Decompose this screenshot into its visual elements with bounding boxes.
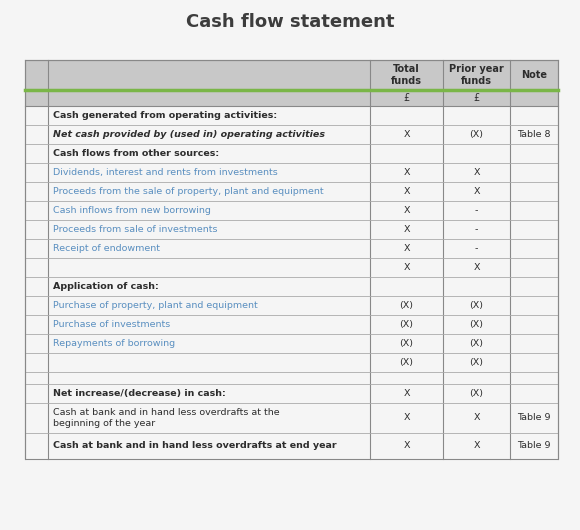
Text: (X): (X) xyxy=(400,339,414,348)
Bar xyxy=(25,60,558,459)
Bar xyxy=(25,90,558,106)
Text: Total
funds: Total funds xyxy=(391,64,422,86)
Text: Repayments of borrowing: Repayments of borrowing xyxy=(53,339,175,348)
Text: -: - xyxy=(475,244,478,253)
Text: Purchase of investments: Purchase of investments xyxy=(53,320,171,329)
Text: (X): (X) xyxy=(400,358,414,367)
Text: Note: Note xyxy=(521,70,547,80)
Text: X: X xyxy=(403,225,409,234)
Text: X: X xyxy=(473,263,480,272)
Text: Cash flows from other sources:: Cash flows from other sources: xyxy=(53,149,219,158)
Text: (X): (X) xyxy=(469,339,484,348)
Bar xyxy=(25,60,558,90)
Text: Proceeds from the sale of property, plant and equipment: Proceeds from the sale of property, plan… xyxy=(53,187,324,196)
Text: (X): (X) xyxy=(469,389,484,398)
Text: Table 8: Table 8 xyxy=(517,130,551,139)
Text: £: £ xyxy=(403,93,409,103)
Text: Table 9: Table 9 xyxy=(517,413,551,422)
Text: Net cash provided by (used in) operating activities: Net cash provided by (used in) operating… xyxy=(53,130,325,139)
Text: X: X xyxy=(403,244,409,253)
Text: Cash at bank and in hand less overdrafts at the
beginning of the year: Cash at bank and in hand less overdrafts… xyxy=(53,408,280,428)
Text: X: X xyxy=(403,389,409,398)
Text: -: - xyxy=(475,225,478,234)
Text: Cash inflows from new borrowing: Cash inflows from new borrowing xyxy=(53,206,211,215)
Text: X: X xyxy=(473,441,480,450)
Text: Cash flow statement: Cash flow statement xyxy=(186,13,394,31)
Text: Application of cash:: Application of cash: xyxy=(53,282,159,291)
Text: X: X xyxy=(403,168,409,177)
Text: (X): (X) xyxy=(469,358,484,367)
Text: (X): (X) xyxy=(469,301,484,310)
Text: -: - xyxy=(475,206,478,215)
Text: X: X xyxy=(473,413,480,422)
Text: Cash generated from operating activities:: Cash generated from operating activities… xyxy=(53,111,277,120)
Text: Net increase/(decrease) in cash:: Net increase/(decrease) in cash: xyxy=(53,389,226,398)
Text: Dividends, interest and rents from investments: Dividends, interest and rents from inves… xyxy=(53,168,278,177)
Text: (X): (X) xyxy=(400,320,414,329)
Text: Table 9: Table 9 xyxy=(517,441,551,450)
Text: (X): (X) xyxy=(469,130,484,139)
Text: X: X xyxy=(403,206,409,215)
Text: X: X xyxy=(403,413,409,422)
Text: Cash at bank and in hand less overdrafts at end year: Cash at bank and in hand less overdrafts… xyxy=(53,441,336,450)
Text: X: X xyxy=(403,441,409,450)
Text: X: X xyxy=(473,187,480,196)
Text: Prior year
funds: Prior year funds xyxy=(449,64,504,86)
Text: X: X xyxy=(403,187,409,196)
Text: (X): (X) xyxy=(400,301,414,310)
Text: Receipt of endowment: Receipt of endowment xyxy=(53,244,160,253)
Text: X: X xyxy=(473,168,480,177)
Text: Purchase of property, plant and equipment: Purchase of property, plant and equipmen… xyxy=(53,301,258,310)
Text: X: X xyxy=(403,263,409,272)
Text: X: X xyxy=(403,130,409,139)
Text: Proceeds from sale of investments: Proceeds from sale of investments xyxy=(53,225,218,234)
Text: £: £ xyxy=(473,93,480,103)
Text: (X): (X) xyxy=(469,320,484,329)
